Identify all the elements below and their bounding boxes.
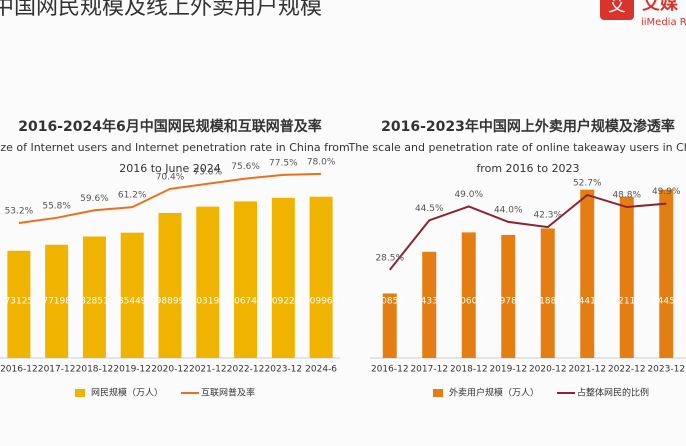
bar-value-label: 82851 [80, 297, 109, 307]
line-value-label: 52.7% [573, 178, 602, 188]
line-value-label: 44.5% [415, 204, 444, 214]
line-value-label: 53.2% [5, 206, 34, 216]
chart-subtitle: from 2016 to 2023 [476, 162, 579, 175]
line-value-label: 48.8% [612, 191, 641, 201]
bar [422, 251, 437, 358]
chart-subtitle: Size of Internet users and Internet pene… [0, 141, 350, 154]
line-value-label: 44.0% [494, 205, 523, 215]
bar [82, 236, 106, 358]
bar [196, 206, 220, 358]
bar-value-label: 85449 [118, 297, 147, 307]
line-value-label: 49.0% [454, 190, 483, 200]
line-value-label: 42.3% [533, 211, 562, 221]
bar [382, 293, 397, 358]
bar-value-label: 73125 [5, 297, 34, 307]
x-tick-label: 2017-12 [410, 365, 448, 375]
line-value-label: 70.4% [156, 172, 185, 182]
bar [540, 228, 555, 358]
line-value-label: 78.0% [307, 157, 336, 167]
x-tick-label: 2023-12 [647, 365, 685, 375]
slide-title: 中国网民规模及线上外卖用户规模 [0, 0, 322, 20]
chart-subtitle: 2016 to June 2024 [119, 162, 220, 175]
line-value-label: 55.8% [42, 201, 71, 211]
bar-value-label: 20856 [375, 297, 404, 307]
line-value-label: 28.5% [375, 253, 404, 263]
bar-value-label: 109967 [304, 297, 338, 307]
line [18, 172, 322, 224]
bar-value-label: 40601 [454, 297, 483, 307]
x-tick-label: 2016-12 [371, 365, 409, 375]
line-value-label: 59.6% [80, 194, 109, 204]
line-value-label: 77.5% [269, 158, 298, 168]
bar [309, 196, 333, 358]
bar-value-label: 54454 [652, 297, 681, 307]
logo-sub: iiMedia R [641, 17, 686, 28]
line-value-label: 73.0% [193, 167, 222, 177]
bar-value-label: 41883 [533, 297, 562, 307]
bar-value-label: 77198 [42, 297, 71, 307]
x-tick-label: 2020-12 [151, 365, 189, 375]
bar [619, 196, 634, 358]
bar-value-label: 109225 [266, 297, 300, 307]
x-tick-label: 2021-12 [568, 365, 606, 375]
x-tick-label: 2018-12 [450, 365, 488, 375]
bar [120, 232, 144, 358]
line-value-label: 49.9% [652, 187, 681, 197]
bar-value-label: 39780 [494, 297, 523, 307]
x-tick-label: 2019-12 [113, 365, 151, 375]
bar [501, 234, 516, 358]
bar [659, 189, 674, 358]
logo-box [600, 0, 634, 20]
x-tick-label: 2024-6 [305, 365, 337, 375]
bar-value-label: 52118 [612, 297, 641, 307]
chart-title: 2016-2023年中国网上外卖用户规模及渗透率 [381, 118, 675, 135]
legend-label: 占整体网民的比例 [577, 387, 649, 399]
x-tick-label: 2021-12 [189, 365, 227, 375]
bar [580, 189, 595, 358]
chart-title: 2016-2024年6月中国网民规模和互联网普及率 [18, 118, 321, 135]
bar [7, 250, 31, 358]
x-tick-label: 2018-12 [76, 365, 114, 375]
legend-label: 互联网普及率 [201, 387, 255, 399]
bar-value-label: 103195 [191, 297, 225, 307]
legend-label: 外卖用户规模（万人） [449, 387, 539, 399]
bar [45, 244, 69, 358]
bar-value-label: 106744 [228, 297, 263, 307]
x-tick-label: 2020-12 [529, 365, 567, 375]
legend-label: 网民规模（万人） [91, 388, 163, 399]
bar [234, 201, 258, 358]
bar-value-label: 54416 [573, 297, 602, 307]
logo-mark: 艾 [608, 0, 626, 16]
bar [158, 212, 182, 358]
chart-subtitle: The scale and penetration rate of online… [347, 141, 686, 154]
x-tick-label: 2023-12 [265, 365, 303, 375]
x-tick-label: 2022-12 [227, 365, 265, 375]
legend-swatch [433, 389, 443, 397]
x-tick-label: 2019-12 [489, 365, 527, 375]
bar [271, 197, 295, 358]
logo-name: 艾媒 [642, 0, 679, 14]
bar-value-label: 34338 [415, 297, 444, 307]
x-tick-label: 2016-12 [0, 365, 38, 375]
line-value-label: 61.2% [118, 191, 147, 201]
line-value-label: 75.6% [231, 162, 260, 172]
bar [461, 232, 476, 358]
x-tick-label: 2022-12 [608, 365, 646, 375]
x-tick-label: 2017-12 [38, 365, 76, 375]
bar-value-label: 98899 [156, 297, 185, 307]
legend-swatch [75, 389, 85, 397]
line [388, 193, 667, 271]
